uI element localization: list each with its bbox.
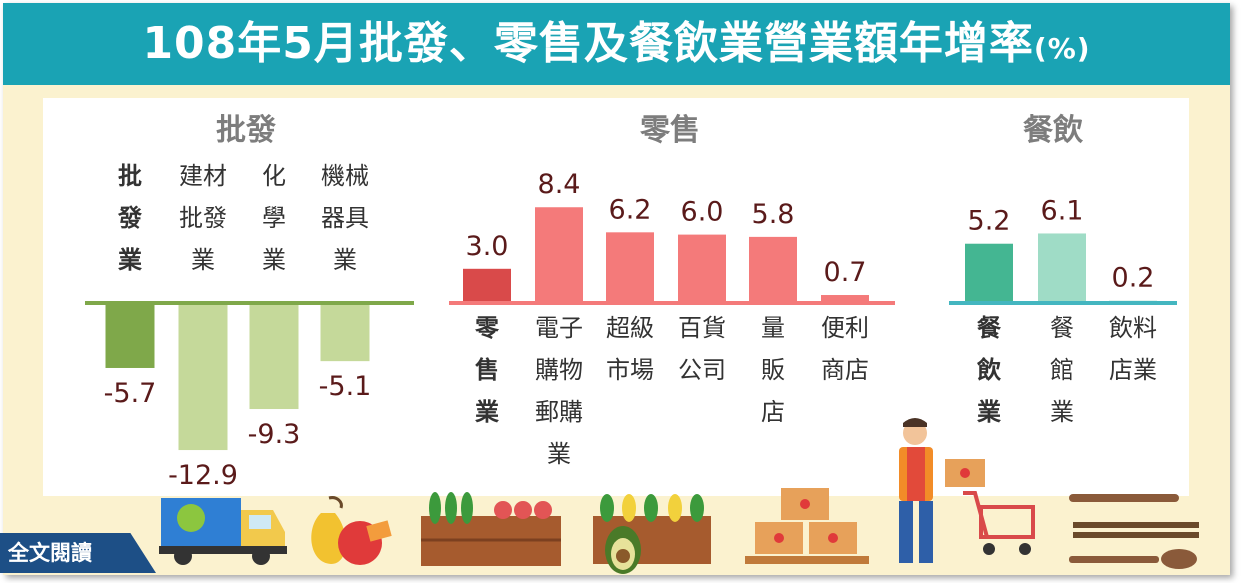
bar-wholesale-2 <box>249 303 299 410</box>
category-label-retail-5: 便利商店 <box>821 314 869 384</box>
vegetable-crate-icon <box>421 492 561 566</box>
group-title-retail: 零售 <box>640 113 700 148</box>
value-label-retail-3: 6.0 <box>681 197 724 228</box>
category-label-wholesale-3: 機械器具業 <box>321 162 369 274</box>
category-label-food-2: 飲料店業 <box>1109 314 1157 384</box>
group-title-food: 餐飲 <box>1023 113 1084 148</box>
bar-retail-3 <box>678 234 726 303</box>
read-full-text-button[interactable]: 全文閱讀 <box>0 533 156 573</box>
bar-retail-4 <box>749 236 797 303</box>
value-label-food-2: 0.2 <box>1112 263 1155 294</box>
bar-wholesale-0 <box>105 303 155 368</box>
value-label-food-0: 5.2 <box>968 206 1011 237</box>
title-unit: (%) <box>1033 32 1091 65</box>
chart-panel: 批發 -5.7 批發業 -12.9 建材批發業 -9.3 化學業 -5.1 機械器具業 零售 3.0… <box>43 98 1189 496</box>
category-label-wholesale-0: 批發業 <box>117 162 142 274</box>
value-label-wholesale-1: -12.9 <box>168 460 238 491</box>
fruit-icon <box>311 496 392 565</box>
bar-wholesale-1 <box>178 303 228 451</box>
value-label-retail-5: 0.7 <box>824 257 867 288</box>
cutlery-icon <box>1069 494 1199 569</box>
value-label-retail-1: 8.4 <box>538 169 581 200</box>
category-label-wholesale-2: 化學業 <box>262 162 286 274</box>
category-label-food-1: 餐館業 <box>1050 314 1074 426</box>
value-label-food-1: 6.1 <box>1041 195 1084 226</box>
bar-retail-0 <box>463 268 511 303</box>
category-label-retail-4: 量販店 <box>761 314 785 426</box>
value-label-wholesale-2: -9.3 <box>248 419 301 450</box>
page-title: 108年5月批發、零售及餐飲業營業額年增率(%) <box>3 3 1230 85</box>
title-bar <box>3 3 1230 85</box>
box-pallet-icon <box>745 488 869 564</box>
value-label-wholesale-3: -5.1 <box>319 371 372 402</box>
bar-retail-1 <box>535 207 583 303</box>
category-label-retail-3: 百貨公司 <box>678 314 726 384</box>
footer-illustrations <box>159 488 1199 574</box>
bar-food-1 <box>1038 233 1086 303</box>
shopper-with-cart-icon <box>899 418 1035 563</box>
avocado-crate-icon <box>593 494 711 574</box>
bar-wholesale-3 <box>320 303 370 362</box>
bar-food-0 <box>965 243 1013 303</box>
category-label-retail-0: 零售業 <box>474 314 500 426</box>
category-label-wholesale-1: 建材批發業 <box>179 162 227 274</box>
bar-retail-2 <box>606 232 654 303</box>
group-title-wholesale: 批發 <box>216 113 276 148</box>
value-label-retail-2: 6.2 <box>609 194 652 225</box>
title-main: 108年5月批發、零售及餐飲業營業額年增率 <box>142 18 1034 69</box>
growth-rate-chart: 批發 -5.7 批發業 -12.9 建材批發業 -9.3 化學業 -5.1 機械器具業 零售 3.0… <box>85 113 1177 491</box>
category-label-retail-1: 電子購物郵購業 <box>535 314 583 468</box>
category-label-retail-2: 超級市場 <box>606 314 654 384</box>
value-label-retail-0: 3.0 <box>466 231 509 262</box>
bar-retail-5 <box>821 295 869 303</box>
infographic-frame: 108年5月批發、零售及餐飲業營業額年增率(%) 批發 -5.7 批發業 -12.9 建… <box>3 3 1230 575</box>
value-label-retail-4: 5.8 <box>752 199 795 230</box>
category-label-food-0: 餐飲業 <box>976 314 1002 426</box>
value-label-wholesale-0: -5.7 <box>104 378 157 409</box>
delivery-truck-icon <box>159 498 287 565</box>
